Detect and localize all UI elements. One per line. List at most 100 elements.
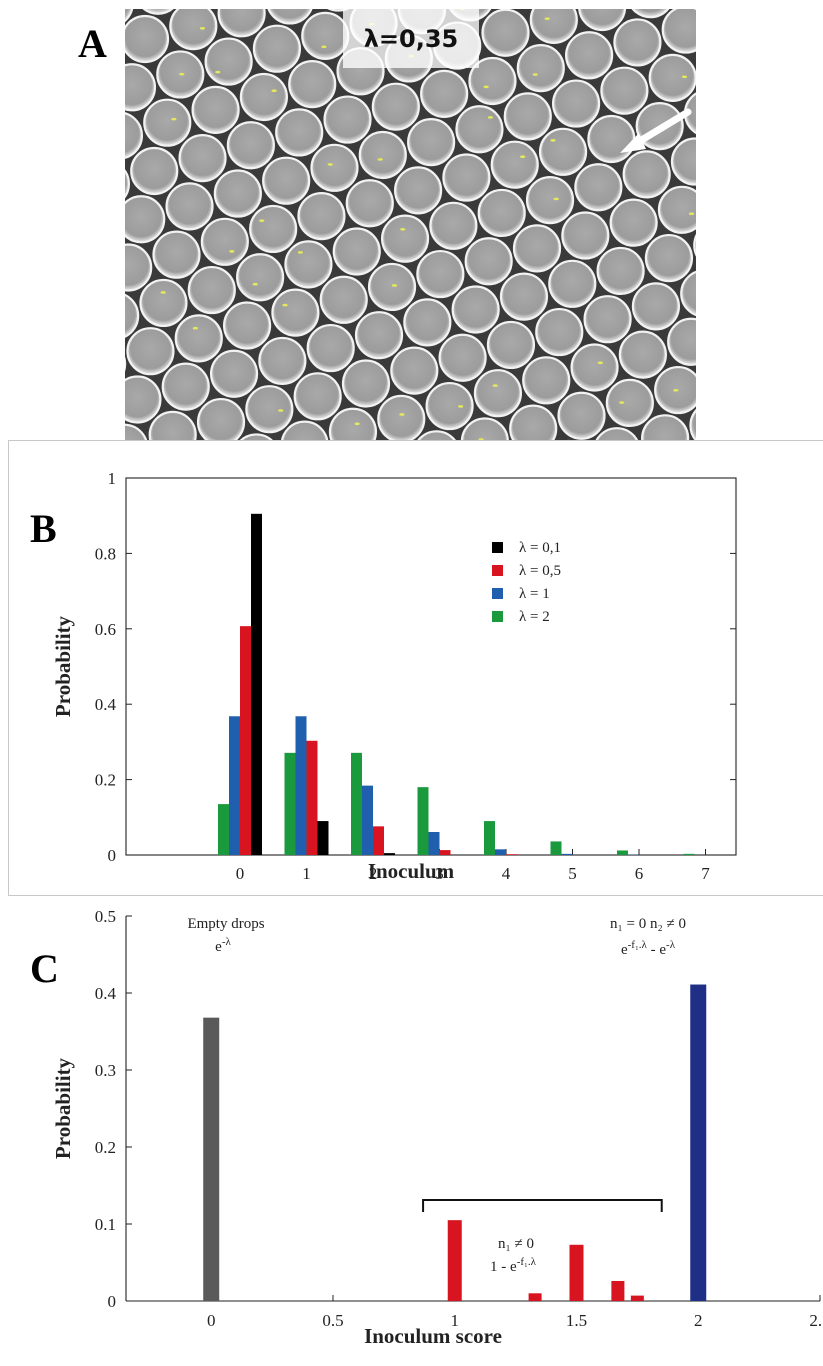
droplet <box>527 177 573 223</box>
legend-label: λ = 2 <box>519 609 550 625</box>
droplet <box>391 348 437 394</box>
legend-swatch <box>492 611 503 622</box>
bar <box>251 514 262 855</box>
cell-dot <box>161 291 166 294</box>
bar <box>684 854 695 855</box>
y-tick-label: 0.2 <box>95 1138 116 1157</box>
cell-dot <box>533 73 538 76</box>
bar <box>506 854 517 855</box>
annotation-empty-formula: e-λ <box>215 936 231 955</box>
droplet <box>553 81 599 127</box>
x-tick-label: 6 <box>635 864 644 883</box>
y-tick-label: 0.5 <box>95 907 116 926</box>
bar <box>429 832 440 855</box>
y-tick-label: 0 <box>108 846 117 865</box>
droplet <box>302 13 348 59</box>
frame-bottom-b <box>8 895 823 896</box>
droplet <box>421 71 467 117</box>
droplet <box>505 93 551 139</box>
droplet <box>298 193 344 239</box>
droplet <box>125 376 160 422</box>
legend-label: λ = 1 <box>519 586 550 602</box>
cell-dot <box>278 409 283 412</box>
cell-dot <box>493 384 498 387</box>
droplet <box>202 219 248 265</box>
bar <box>285 753 296 855</box>
cell-dot <box>689 212 694 215</box>
droplet <box>404 299 450 345</box>
droplet <box>566 32 612 78</box>
droplet <box>607 380 653 426</box>
bar <box>484 821 495 855</box>
droplet <box>559 393 605 439</box>
droplet <box>510 406 556 441</box>
annotation-n1-nonzero-formula: 1 - e-f₁.λ <box>490 1256 537 1275</box>
annotation-empty-drops: Empty drops <box>187 916 264 932</box>
cell-dot <box>484 86 489 89</box>
annotation-n1-zero-formula: e-f₁.λ - e-λ <box>621 939 676 958</box>
cell-dot <box>179 73 184 76</box>
droplet <box>347 180 393 226</box>
bar <box>307 741 318 855</box>
y-tick-label: 0 <box>108 1292 117 1311</box>
droplet <box>167 183 213 229</box>
droplet <box>289 61 335 107</box>
series-3 <box>251 514 395 855</box>
droplet <box>585 296 631 342</box>
cell-dot <box>458 405 463 408</box>
droplet <box>259 338 305 384</box>
droplet <box>246 386 292 432</box>
droplet <box>276 109 322 155</box>
droplet <box>479 190 525 236</box>
droplet <box>633 283 679 329</box>
droplet <box>144 100 190 146</box>
droplet <box>395 167 441 213</box>
legend: λ = 0,1λ = 0,5λ = 1λ = 2 <box>492 540 561 625</box>
bar <box>529 1293 542 1301</box>
droplet <box>369 264 415 310</box>
cell-dot <box>282 304 287 307</box>
droplet <box>650 55 696 101</box>
cell-dot <box>554 198 559 201</box>
y-axis-label: Probability <box>51 1057 75 1159</box>
droplet <box>601 68 647 114</box>
droplet <box>334 229 380 275</box>
x-tick-label: 4 <box>502 864 511 883</box>
bars <box>203 985 706 1301</box>
bar <box>218 804 229 855</box>
droplet <box>170 9 216 49</box>
droplet <box>378 396 424 441</box>
frame-top-b <box>8 440 823 441</box>
droplet <box>659 187 696 233</box>
series-0 <box>218 753 695 855</box>
cell-dot <box>355 422 360 425</box>
droplet <box>343 360 389 406</box>
y-tick-label: 1 <box>108 469 117 488</box>
droplet <box>466 238 512 284</box>
droplet <box>443 155 489 201</box>
legend-swatch <box>492 565 503 576</box>
droplet-array-image <box>125 9 696 441</box>
cell-dot <box>488 116 493 119</box>
droplet <box>131 148 177 194</box>
droplet <box>540 129 586 175</box>
droplet <box>140 280 186 326</box>
cell-dot <box>619 401 624 404</box>
cell-dot <box>392 284 397 287</box>
cell-dot <box>545 17 550 20</box>
series-2 <box>240 626 517 855</box>
x-tick-label: 2 <box>694 1311 703 1330</box>
droplet <box>308 325 354 371</box>
droplet <box>408 119 454 165</box>
droplet <box>360 132 406 178</box>
droplet <box>125 196 164 242</box>
x-tick-label: 0 <box>236 864 245 883</box>
bar <box>229 716 240 855</box>
bar <box>631 1296 644 1301</box>
annotation-n1-zero: n₁ = 0 n₂ ≠ 0 <box>610 916 686 932</box>
droplet <box>237 254 283 300</box>
cell-dot <box>378 158 383 161</box>
y-tick-label: 0.1 <box>95 1215 116 1234</box>
droplet <box>125 16 168 62</box>
